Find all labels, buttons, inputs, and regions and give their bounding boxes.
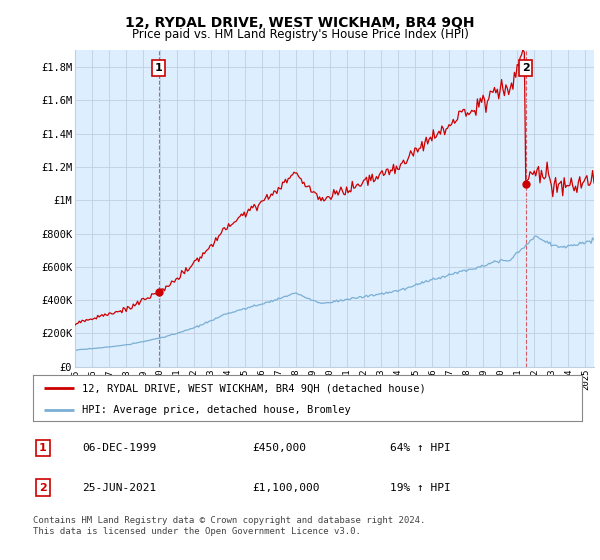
Text: Price paid vs. HM Land Registry's House Price Index (HPI): Price paid vs. HM Land Registry's House …	[131, 28, 469, 41]
Text: Contains HM Land Registry data © Crown copyright and database right 2024.
This d: Contains HM Land Registry data © Crown c…	[33, 516, 425, 536]
Text: 12, RYDAL DRIVE, WEST WICKHAM, BR4 9QH: 12, RYDAL DRIVE, WEST WICKHAM, BR4 9QH	[125, 16, 475, 30]
Text: £450,000: £450,000	[253, 443, 307, 452]
Text: 2: 2	[39, 483, 47, 493]
Text: 2: 2	[522, 63, 529, 73]
Text: 12, RYDAL DRIVE, WEST WICKHAM, BR4 9QH (detached house): 12, RYDAL DRIVE, WEST WICKHAM, BR4 9QH (…	[82, 383, 426, 393]
Text: 06-DEC-1999: 06-DEC-1999	[82, 443, 157, 452]
Text: HPI: Average price, detached house, Bromley: HPI: Average price, detached house, Brom…	[82, 405, 351, 414]
Text: 25-JUN-2021: 25-JUN-2021	[82, 483, 157, 493]
Text: £1,100,000: £1,100,000	[253, 483, 320, 493]
Text: 19% ↑ HPI: 19% ↑ HPI	[390, 483, 451, 493]
Text: 64% ↑ HPI: 64% ↑ HPI	[390, 443, 451, 452]
Text: 1: 1	[39, 443, 47, 452]
Text: 1: 1	[155, 63, 163, 73]
